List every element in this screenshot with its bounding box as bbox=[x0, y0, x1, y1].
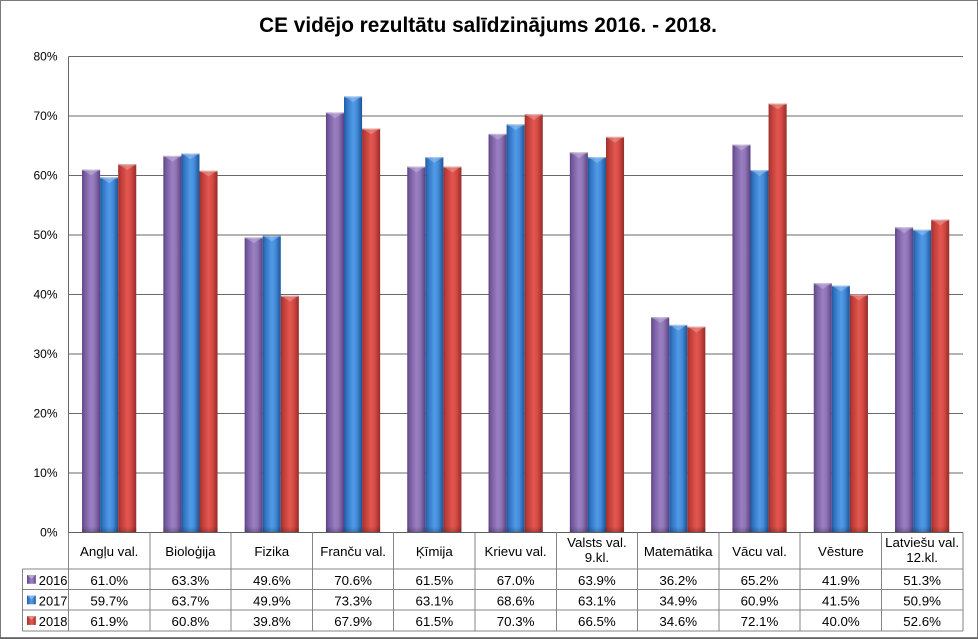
svg-text:Vācu val.: Vācu val. bbox=[732, 544, 787, 559]
svg-text:66.5%: 66.5% bbox=[578, 614, 616, 629]
svg-text:40%: 40% bbox=[33, 288, 57, 302]
svg-text:10%: 10% bbox=[33, 466, 57, 480]
svg-text:63.3%: 63.3% bbox=[172, 573, 210, 588]
svg-text:67.9%: 67.9% bbox=[334, 614, 372, 629]
svg-text:61.5%: 61.5% bbox=[415, 614, 453, 629]
svg-text:60%: 60% bbox=[33, 169, 57, 183]
svg-text:72.1%: 72.1% bbox=[741, 614, 779, 629]
svg-text:39.8%: 39.8% bbox=[253, 614, 291, 629]
svg-text:70.6%: 70.6% bbox=[334, 573, 372, 588]
svg-text:Franču val.: Franču val. bbox=[320, 544, 386, 559]
svg-text:Latviešu val.: Latviešu val. bbox=[885, 535, 959, 550]
svg-text:Fizika: Fizika bbox=[254, 544, 289, 559]
svg-text:63.7%: 63.7% bbox=[172, 593, 210, 608]
svg-text:51.3%: 51.3% bbox=[903, 573, 941, 588]
svg-text:30%: 30% bbox=[33, 347, 57, 361]
svg-text:65.2%: 65.2% bbox=[741, 573, 779, 588]
svg-text:Valsts val.: Valsts val. bbox=[567, 535, 627, 550]
svg-text:52.6%: 52.6% bbox=[903, 614, 941, 629]
svg-text:50.9%: 50.9% bbox=[903, 593, 941, 608]
svg-text:40.0%: 40.0% bbox=[822, 614, 860, 629]
svg-text:49.9%: 49.9% bbox=[253, 593, 291, 608]
svg-text:34.6%: 34.6% bbox=[659, 614, 697, 629]
svg-text:0%: 0% bbox=[40, 526, 58, 540]
svg-text:67.0%: 67.0% bbox=[497, 573, 535, 588]
svg-text:34.9%: 34.9% bbox=[659, 593, 697, 608]
svg-text:68.6%: 68.6% bbox=[497, 593, 535, 608]
svg-text:80%: 80% bbox=[33, 50, 57, 64]
svg-text:49.6%: 49.6% bbox=[253, 573, 291, 588]
svg-text:41.9%: 41.9% bbox=[822, 573, 860, 588]
svg-text:63.1%: 63.1% bbox=[415, 593, 453, 608]
svg-text:9.kl.: 9.kl. bbox=[585, 550, 609, 565]
svg-text:CE vidējo rezultātu salīdzināj: CE vidējo rezultātu salīdzinājums 2016. … bbox=[259, 14, 717, 37]
svg-text:20%: 20% bbox=[33, 407, 57, 421]
svg-text:Ķīmija: Ķīmija bbox=[416, 544, 454, 559]
svg-text:63.1%: 63.1% bbox=[578, 593, 616, 608]
svg-text:2018: 2018 bbox=[39, 614, 68, 629]
svg-text:59.7%: 59.7% bbox=[90, 593, 128, 608]
svg-text:61.9%: 61.9% bbox=[90, 614, 128, 629]
svg-text:41.5%: 41.5% bbox=[822, 593, 860, 608]
svg-text:36.2%: 36.2% bbox=[659, 573, 697, 588]
svg-text:Matemātika: Matemātika bbox=[644, 544, 713, 559]
svg-text:Krievu val.: Krievu val. bbox=[485, 544, 547, 559]
svg-text:61.0%: 61.0% bbox=[90, 573, 128, 588]
svg-text:73.3%: 73.3% bbox=[334, 593, 372, 608]
svg-text:2017: 2017 bbox=[39, 593, 68, 608]
svg-text:60.8%: 60.8% bbox=[172, 614, 210, 629]
svg-text:63.9%: 63.9% bbox=[578, 573, 616, 588]
svg-text:60.9%: 60.9% bbox=[741, 593, 779, 608]
svg-text:Vēsture: Vēsture bbox=[818, 544, 864, 559]
svg-text:50%: 50% bbox=[33, 228, 57, 242]
svg-text:12.kl.: 12.kl. bbox=[906, 550, 938, 565]
svg-text:2016: 2016 bbox=[39, 573, 68, 588]
svg-text:Bioloģija: Bioloģija bbox=[165, 544, 216, 559]
svg-text:Angļu val.: Angļu val. bbox=[80, 544, 138, 559]
svg-text:61.5%: 61.5% bbox=[415, 573, 453, 588]
svg-text:70.3%: 70.3% bbox=[497, 614, 535, 629]
svg-text:70%: 70% bbox=[33, 109, 57, 123]
